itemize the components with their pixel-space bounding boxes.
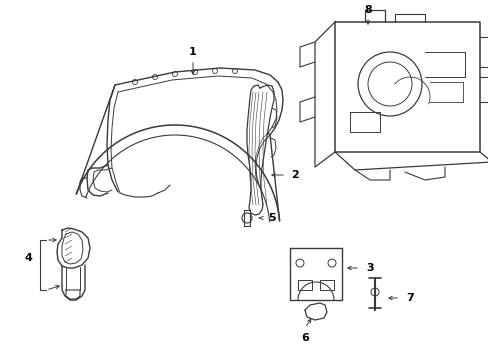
Text: 3: 3 <box>366 263 373 273</box>
Text: 2: 2 <box>290 170 298 180</box>
Text: 5: 5 <box>267 213 275 223</box>
Text: 4: 4 <box>24 253 32 263</box>
Text: 8: 8 <box>364 5 371 15</box>
Text: 1: 1 <box>189 47 197 57</box>
Text: 7: 7 <box>406 293 413 303</box>
Text: 6: 6 <box>301 333 308 343</box>
